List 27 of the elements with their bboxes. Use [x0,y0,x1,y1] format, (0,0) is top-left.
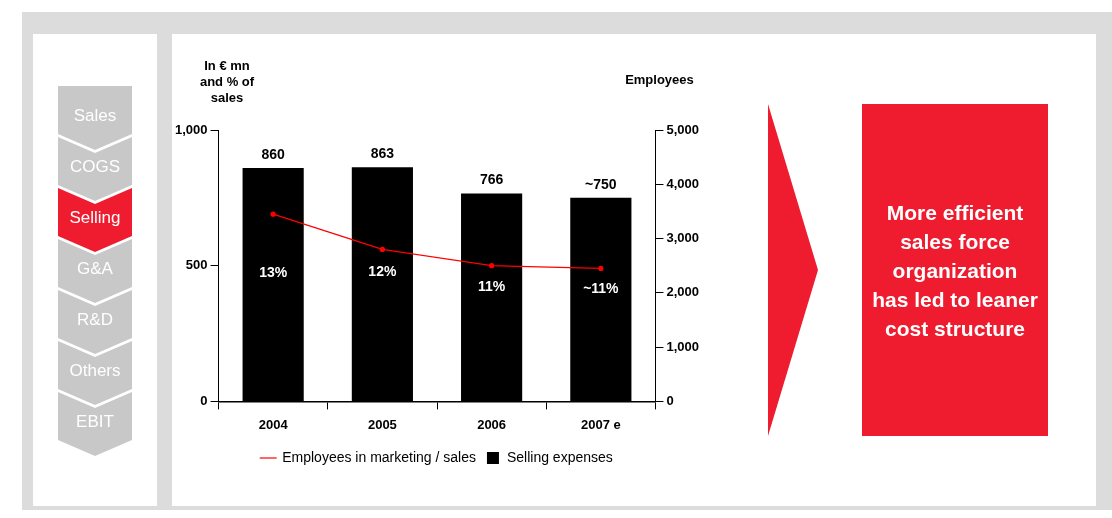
annotation: 12% [368,263,397,280]
legend-label: Employees in marketing / sales [282,448,476,465]
x-tick-label: 2004 [258,416,289,432]
y-axis-title: In € mn and % of sales [199,58,255,106]
annotation: 11% [477,277,506,294]
data-label: ~750 [585,175,617,192]
annotation: 13% [259,263,288,280]
data-label: 863 [370,145,395,162]
text: Selling [68,208,122,228]
x-tick-label: 2006 [477,416,507,432]
y2-tick-label: 2,000 [666,284,700,300]
annotation: ~11% [583,280,620,297]
y2-tick-label: 5,000 [666,121,700,137]
y2-axis-title: Employees [625,72,694,88]
y2-tick-label: 0 [666,392,674,408]
callout-box: More efficient sales force organization has led to leaner cost structure [862,104,1048,436]
y-tick-label: 0 [200,392,208,408]
y2-tick-label: 4,000 [666,175,700,191]
y2-tick-label: 1,000 [666,338,700,354]
legend-label: Selling expenses [506,448,613,465]
x-tick-label: 2007 e [580,416,621,432]
y2-tick-label: 3,000 [666,230,700,246]
y-tick-label: 1,000 [174,121,208,137]
data-label: 860 [261,145,286,162]
data-label: 766 [479,171,504,188]
y-tick-label: 500 [185,257,208,273]
x-tick-label: 2005 [367,416,397,432]
